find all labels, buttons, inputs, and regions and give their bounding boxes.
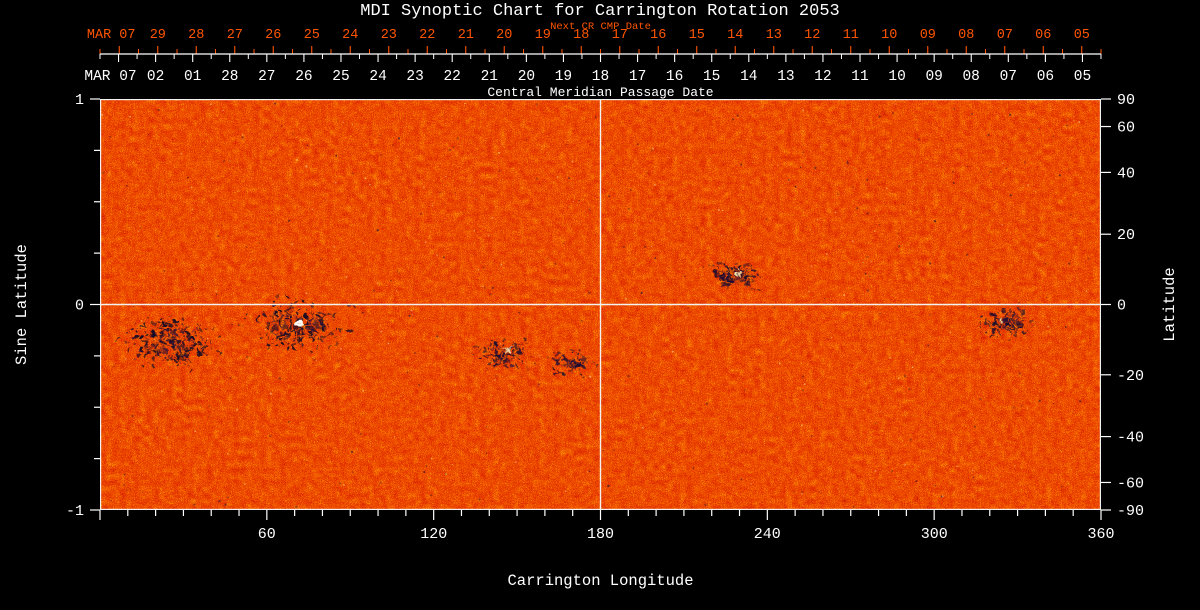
svg-text:25: 25 — [332, 69, 349, 85]
svg-text:10: 10 — [888, 69, 905, 85]
svg-text:09: 09 — [920, 28, 936, 43]
svg-text:22: 22 — [419, 28, 435, 43]
svg-text:60: 60 — [258, 526, 276, 543]
svg-text:-40: -40 — [1117, 430, 1144, 447]
svg-text:23: 23 — [406, 69, 423, 85]
svg-text:14: 14 — [740, 69, 757, 85]
svg-text:120: 120 — [420, 526, 447, 543]
svg-text:09: 09 — [925, 69, 942, 85]
svg-text:Carrington Longitude: Carrington Longitude — [507, 572, 693, 590]
svg-text:15: 15 — [703, 69, 720, 85]
svg-text:16: 16 — [666, 69, 683, 85]
svg-text:15: 15 — [689, 28, 705, 43]
svg-text:07: 07 — [1000, 69, 1017, 85]
svg-text:11: 11 — [851, 69, 868, 85]
svg-text:21: 21 — [481, 69, 498, 85]
svg-text:0: 0 — [1117, 298, 1126, 315]
svg-text:360: 360 — [1087, 526, 1114, 543]
svg-text:-1: -1 — [66, 503, 84, 520]
svg-text:27: 27 — [227, 28, 243, 43]
svg-text:0: 0 — [75, 298, 84, 315]
svg-text:-20: -20 — [1117, 368, 1144, 385]
svg-text:26: 26 — [295, 69, 312, 85]
svg-text:26: 26 — [265, 28, 281, 43]
svg-text:40: 40 — [1117, 165, 1135, 182]
svg-text:12: 12 — [804, 28, 820, 43]
svg-text:21: 21 — [458, 28, 474, 43]
svg-text:13: 13 — [777, 69, 794, 85]
svg-text:60: 60 — [1117, 120, 1135, 137]
svg-text:17: 17 — [629, 69, 646, 85]
svg-text:22: 22 — [443, 69, 460, 85]
svg-text:24: 24 — [369, 69, 386, 85]
svg-text:18: 18 — [592, 69, 609, 85]
svg-text:06: 06 — [1037, 69, 1054, 85]
svg-text:20: 20 — [1117, 227, 1135, 244]
svg-text:1: 1 — [75, 92, 84, 109]
svg-text:13: 13 — [766, 28, 782, 43]
svg-text:Latitude: Latitude — [1161, 267, 1179, 341]
svg-text:300: 300 — [921, 526, 948, 543]
svg-text:MDI Synoptic Chart for Carring: MDI Synoptic Chart for Carrington Rotati… — [360, 2, 839, 21]
svg-text:20: 20 — [518, 69, 535, 85]
svg-text:17: 17 — [612, 28, 628, 43]
svg-text:16: 16 — [650, 28, 666, 43]
svg-text:12: 12 — [814, 69, 831, 85]
svg-text:01: 01 — [184, 69, 201, 85]
svg-text:180: 180 — [587, 526, 614, 543]
svg-text:08: 08 — [962, 69, 979, 85]
svg-text:19: 19 — [555, 69, 572, 85]
svg-text:08: 08 — [958, 28, 974, 43]
svg-text:240: 240 — [754, 526, 781, 543]
svg-text:20: 20 — [496, 28, 512, 43]
svg-text:18: 18 — [573, 28, 589, 43]
svg-text:05: 05 — [1074, 28, 1090, 43]
svg-text:90: 90 — [1117, 92, 1135, 109]
svg-text:23: 23 — [381, 28, 397, 43]
svg-text:Central Meridian Passage Date: Central Meridian Passage Date — [487, 85, 713, 100]
svg-text:02: 02 — [147, 69, 164, 85]
svg-text:Sine Latitude: Sine Latitude — [13, 244, 31, 365]
svg-text:-60: -60 — [1117, 476, 1144, 493]
svg-text:MAR 07: MAR 07 — [84, 69, 136, 85]
svg-text:07: 07 — [997, 28, 1013, 43]
svg-text:-90: -90 — [1117, 503, 1144, 520]
svg-text:27: 27 — [258, 69, 275, 85]
svg-text:28: 28 — [221, 69, 238, 85]
svg-text:11: 11 — [843, 28, 859, 43]
svg-text:19: 19 — [535, 28, 551, 43]
svg-text:24: 24 — [342, 28, 358, 43]
svg-text:25: 25 — [304, 28, 320, 43]
svg-text:Next CR CMP Date: Next CR CMP Date — [550, 21, 651, 33]
svg-text:06: 06 — [1035, 28, 1051, 43]
svg-text:28: 28 — [188, 28, 204, 43]
svg-text:14: 14 — [727, 28, 743, 43]
svg-text:MAR 07: MAR 07 — [87, 28, 136, 43]
svg-text:29: 29 — [150, 28, 166, 43]
svg-text:05: 05 — [1074, 69, 1091, 85]
svg-text:10: 10 — [881, 28, 897, 43]
